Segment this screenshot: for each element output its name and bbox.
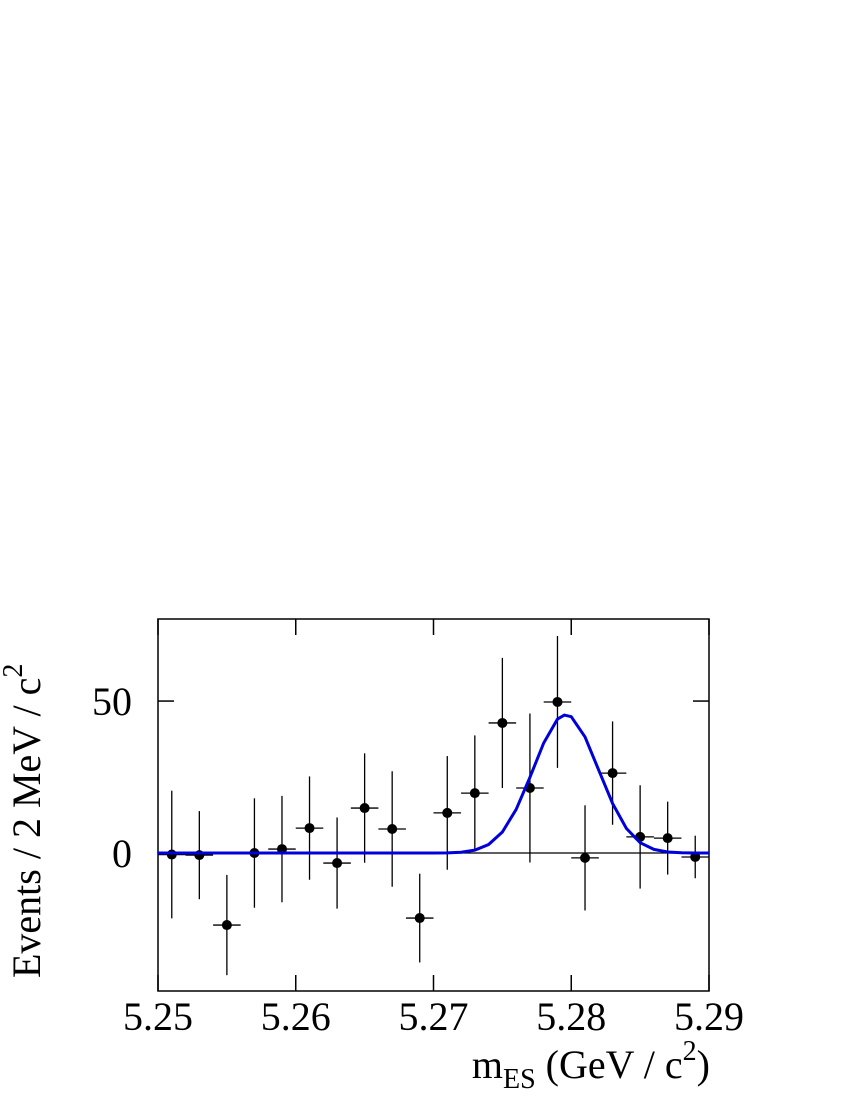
fit-curve (158, 713, 710, 855)
data-point (607, 768, 618, 779)
y-axis-label: Events / 2 MeV / c2 (0, 664, 49, 978)
data-point (414, 913, 425, 924)
data-point (332, 858, 343, 869)
y-label-sup: 2 (0, 664, 29, 678)
data-point (221, 920, 232, 931)
x-label-main: m (472, 1042, 503, 1087)
plot-frame (157, 618, 710, 992)
x-label-end: ) (697, 1042, 710, 1087)
x-tick-label: 5.25 (123, 994, 193, 1039)
data-point (359, 803, 370, 814)
x-tick-label: 5.29 (674, 994, 744, 1039)
data-point (497, 717, 508, 728)
data-point (690, 851, 701, 862)
data-point (469, 788, 480, 799)
data-point (580, 852, 591, 863)
x-tick-label: 5.26 (261, 994, 331, 1039)
x-tick-label: 5.28 (536, 994, 606, 1039)
data-point (552, 696, 563, 707)
x-label-rest: (GeV / c (536, 1042, 683, 1087)
data-point (662, 833, 673, 844)
y-tick-label: 0 (112, 831, 132, 876)
y-tick-label: 50 (92, 679, 132, 724)
y-label-main: Events / 2 MeV / c (4, 678, 49, 978)
data-point (166, 849, 177, 860)
data-point (442, 807, 453, 818)
data-point (387, 824, 398, 835)
x-tick-label: 5.27 (399, 994, 469, 1039)
x-axis-label: mES (GeV / c2) (472, 1036, 710, 1095)
data-point (304, 823, 315, 834)
x-label-sub: ES (503, 1064, 536, 1095)
x-label-sup: 2 (683, 1036, 697, 1067)
